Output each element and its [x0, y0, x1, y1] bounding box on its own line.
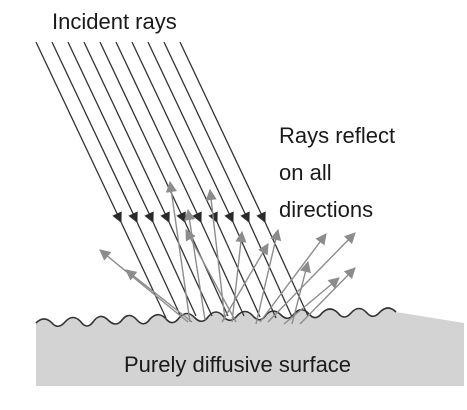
reflected-ray	[267, 232, 356, 323]
incident-ray-upper	[115, 41, 202, 223]
incident-ray-upper	[179, 41, 266, 223]
reflected-ray	[291, 260, 311, 325]
reflected-ray	[185, 229, 237, 323]
reflected-ray	[259, 233, 327, 323]
reflect-label-line-3: directions	[279, 197, 374, 222]
reflected-ray	[231, 230, 247, 323]
incident-ray-upper	[147, 41, 234, 223]
incident-ray-lower	[120, 221, 167, 319]
reflected-ray	[99, 249, 189, 323]
reflected-ray	[125, 269, 193, 323]
surface-edge	[35, 307, 397, 328]
incident-ray-upper	[131, 41, 218, 223]
diffusive-surface	[35, 307, 464, 386]
reflected-ray	[221, 243, 269, 323]
incident-ray-lower	[248, 221, 293, 318]
incident-ray-upper	[163, 41, 250, 223]
reflect-label-line-2: on all	[279, 160, 332, 185]
incident-ray-lower	[152, 221, 197, 317]
surface-label: Purely diffusive surface	[124, 352, 352, 377]
reflected-rays	[99, 180, 356, 325]
reflected-ray	[255, 228, 282, 325]
incident-ray-upper	[67, 41, 154, 223]
incident-ray-lower	[136, 221, 182, 318]
incident-ray-lower	[264, 221, 309, 317]
incident-rays-label: Incident rays	[52, 9, 177, 34]
incident-ray-lower	[168, 221, 213, 317]
reflected-ray	[205, 188, 226, 321]
surface-body	[36, 308, 464, 386]
incident-ray-upper	[83, 41, 170, 223]
reflect-label-line-1: Rays reflect	[279, 123, 396, 148]
reflected-ray	[184, 208, 206, 321]
incident-ray-lower	[200, 221, 245, 317]
reflected-ray	[165, 180, 191, 323]
reflected-ray	[299, 267, 356, 325]
reflected-ray	[283, 277, 340, 325]
incident-ray-upper	[35, 41, 122, 223]
incident-ray-upper	[51, 41, 138, 223]
